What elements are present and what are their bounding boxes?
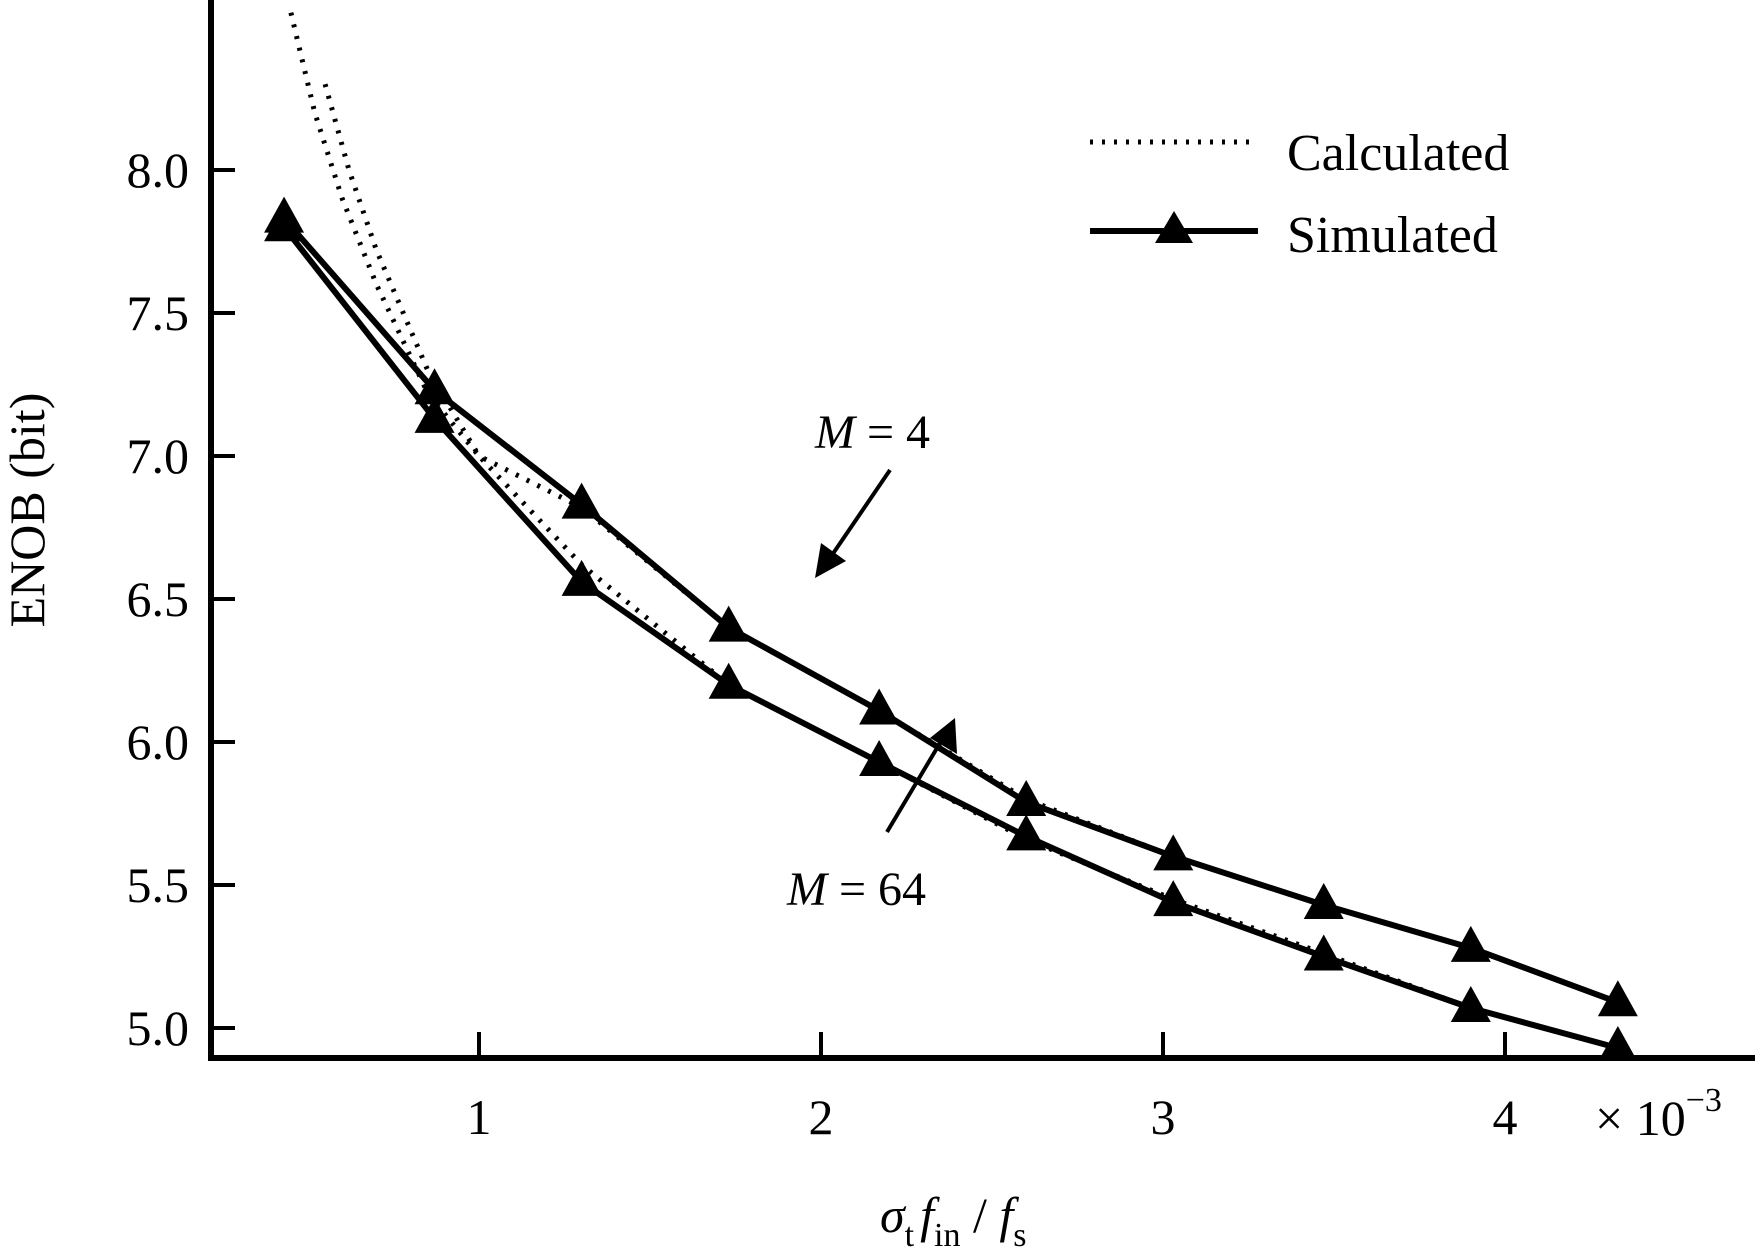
simulated-point-marker (561, 482, 602, 519)
simulated-point-marker (1303, 934, 1344, 971)
annotation-m64-label: M = 64 (786, 863, 926, 916)
annotation-m4-text: = 4 (855, 406, 930, 459)
simulated-point-marker (1153, 880, 1194, 917)
simulated-point-marker (561, 559, 602, 596)
simulated-point-marker (708, 605, 749, 642)
y-tick-label: 7.5 (127, 285, 190, 341)
simulated-point-marker (1303, 883, 1344, 920)
x-title-sub-s: s (1013, 1217, 1026, 1251)
simulated-point-marker (264, 205, 305, 242)
x-tick-label: 2 (809, 1089, 834, 1145)
x-title-slash: / (960, 1187, 999, 1243)
legend-simulated-label: Simulated (1287, 207, 1498, 264)
x-multiplier: × 10−3 (1595, 1082, 1722, 1146)
x-title-sigma: σ (880, 1187, 907, 1243)
simulated-point-marker (1450, 985, 1491, 1022)
simulated-point-marker (1600, 1026, 1636, 1058)
x-title-sub-in: in (934, 1217, 960, 1251)
annotation-m4-arrow-head (815, 543, 846, 578)
simulated-point-marker (414, 396, 455, 433)
annotation-m4-label: M = 4 (814, 406, 930, 459)
annotations: M = 4 M = 64 (786, 406, 957, 916)
y-tick-label: 5.0 (127, 1000, 190, 1056)
legend-calculated-label: Calculated (1287, 125, 1509, 182)
series-simulated-3 (264, 205, 1636, 1058)
y-tick-label: 7.0 (127, 428, 190, 484)
x-axis-title: σt fin / fs (880, 1187, 1027, 1251)
y-tick-label: 6.5 (127, 571, 190, 627)
annotation-m64-arrow-shaft (885, 736, 945, 834)
x-multiplier-exp: −3 (1686, 1082, 1722, 1119)
legend: Calculated Simulated (1090, 125, 1509, 264)
x-tick-label: 4 (1493, 1089, 1518, 1145)
x-tick-label: 1 (467, 1089, 492, 1145)
annotation-m64-italic: M (786, 863, 830, 916)
annotation-m4-arrow-shaft (828, 468, 892, 560)
y-tick-label: 6.0 (127, 714, 190, 770)
y-axis-title: ENOB (bit) (0, 393, 55, 628)
plot-area: 5.0 5.5 6.0 6.5 7.0 7.5 8.0 1 2 3 4 (127, 0, 1755, 1145)
x-ticks: 1 2 3 4 (467, 1032, 1518, 1145)
simulated-point-marker (1597, 980, 1638, 1017)
y-tick-label: 8.0 (127, 142, 190, 198)
simulated-point-marker (414, 368, 455, 405)
simulated-point-marker (1006, 780, 1047, 817)
annotation-m64-text: = 64 (827, 863, 926, 916)
simulated-curve (281, 216, 1619, 1006)
simulated-point-marker (1153, 834, 1194, 871)
series-simulated-2 (264, 196, 1638, 1017)
annotation-m64-arrow-head (930, 718, 957, 754)
annotation-m4-italic: M (814, 406, 858, 459)
simulated-point-marker (859, 740, 900, 777)
simulated-point-marker (1450, 925, 1491, 962)
x-title-sub-t: t (905, 1217, 915, 1251)
series-layer (264, 12, 1638, 1058)
x-tick-label: 3 (1151, 1089, 1176, 1145)
simulated-point-marker (859, 688, 900, 725)
simulated-point-marker (1006, 814, 1047, 851)
simulated-point-marker (708, 662, 749, 699)
y-ticks: 5.0 5.5 6.0 6.5 7.0 7.5 8.0 (127, 142, 235, 1056)
y-tick-label: 5.5 (127, 857, 190, 913)
simulated-curve (281, 225, 1619, 1051)
x-multiplier-base: × 10 (1595, 1090, 1686, 1146)
legend-simulated-marker (1155, 211, 1193, 243)
